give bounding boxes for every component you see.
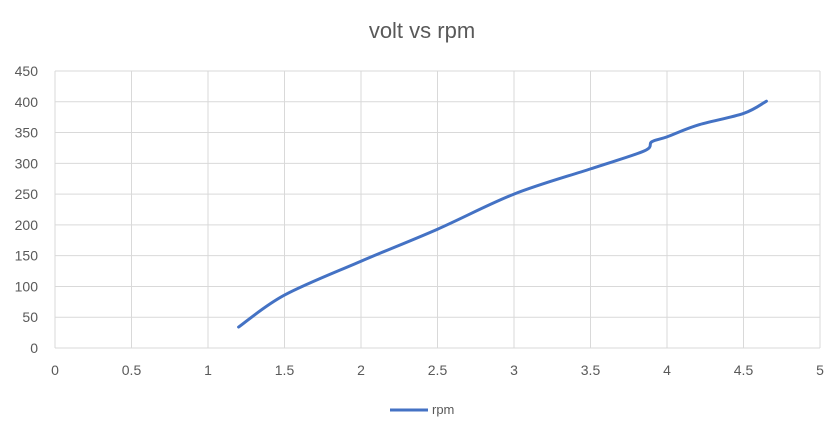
legend-label-rpm: rpm — [432, 402, 454, 417]
y-tick-label: 0 — [30, 340, 38, 356]
x-tick-label: 4.5 — [734, 362, 754, 378]
y-tick-label: 200 — [15, 217, 39, 233]
x-tick-label: 5 — [816, 362, 824, 378]
y-tick-label: 400 — [15, 94, 39, 110]
series-lines — [237, 99, 768, 329]
x-tick-label: 1.5 — [275, 362, 295, 378]
legend: rpm — [390, 402, 454, 417]
y-tick-label: 250 — [15, 186, 39, 202]
x-tick-label: 2 — [357, 362, 365, 378]
y-tick-label: 150 — [15, 248, 39, 264]
gridlines — [54, 70, 821, 349]
y-tick-label: 100 — [15, 278, 39, 294]
y-tick-label: 50 — [22, 309, 38, 325]
chart-title: volt vs rpm — [369, 18, 475, 43]
y-tick-label: 450 — [15, 63, 39, 79]
x-tick-label: 3.5 — [581, 362, 601, 378]
series-line-rpm — [237, 99, 768, 329]
x-tick-label: 3 — [510, 362, 518, 378]
y-axis-tick-labels: 0 50 100 150 200 250 300 350 400 450 — [15, 63, 39, 356]
x-tick-label: 1 — [204, 362, 212, 378]
x-tick-label: 0.5 — [122, 362, 142, 378]
x-tick-label: 0 — [51, 362, 59, 378]
y-tick-label: 300 — [15, 155, 39, 171]
x-tick-label: 2.5 — [428, 362, 448, 378]
x-axis-tick-labels: 0 0.5 1 1.5 2 2.5 3 3.5 4 4.5 5 — [51, 362, 824, 378]
x-tick-label: 4 — [663, 362, 671, 378]
y-tick-label: 350 — [15, 125, 39, 141]
